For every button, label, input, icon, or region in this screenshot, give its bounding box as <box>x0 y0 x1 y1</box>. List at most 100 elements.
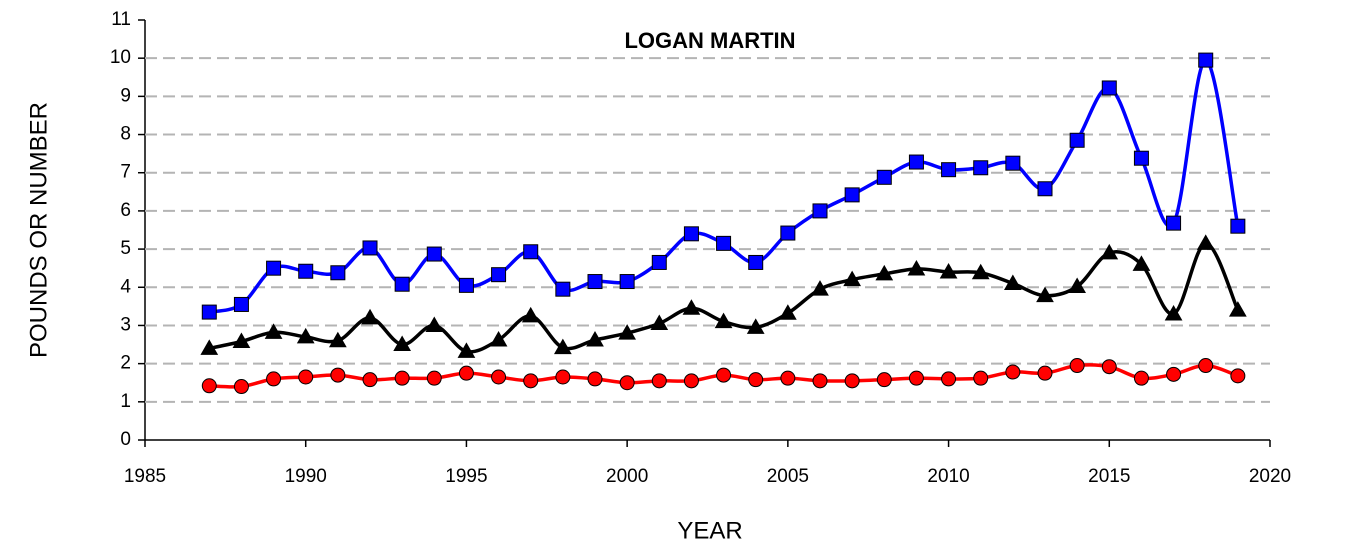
marker <box>651 254 667 270</box>
x-tick-label: 2000 <box>606 466 648 487</box>
marker <box>939 262 958 279</box>
marker <box>555 369 571 385</box>
x-tick-label: 2010 <box>927 466 969 487</box>
marker <box>266 260 282 276</box>
marker <box>1068 277 1087 294</box>
marker <box>1164 304 1183 321</box>
marker <box>1037 181 1053 197</box>
marker <box>875 264 894 281</box>
y-tick-label: 6 <box>120 200 131 221</box>
marker <box>426 246 442 262</box>
marker <box>876 169 892 185</box>
marker <box>619 375 635 391</box>
marker <box>1230 218 1246 234</box>
marker <box>555 281 571 297</box>
marker <box>201 378 217 394</box>
marker <box>716 235 732 251</box>
marker <box>489 330 508 347</box>
marker <box>746 318 765 334</box>
marker <box>941 371 957 387</box>
x-tick-label: 1995 <box>445 466 487 487</box>
marker <box>1101 80 1117 96</box>
x-tick-label: 2020 <box>1249 466 1291 487</box>
y-tick-label: 5 <box>120 238 131 259</box>
marker <box>1228 301 1247 317</box>
marker <box>587 274 603 290</box>
marker <box>521 306 540 323</box>
marker <box>876 372 892 388</box>
marker <box>233 379 249 395</box>
marker <box>907 259 926 276</box>
marker <box>491 369 507 385</box>
y-tick-label: 7 <box>120 162 131 183</box>
marker <box>458 365 474 381</box>
marker <box>971 263 990 280</box>
marker <box>264 323 283 339</box>
marker <box>748 254 764 270</box>
marker <box>1198 52 1214 68</box>
marker <box>682 299 701 315</box>
marker <box>1166 366 1182 382</box>
marker <box>973 370 989 386</box>
marker <box>1230 368 1246 384</box>
x-tick-label: 2015 <box>1088 466 1130 487</box>
marker <box>1101 359 1117 375</box>
marker <box>651 373 667 389</box>
marker <box>1069 132 1085 148</box>
marker <box>457 342 476 358</box>
marker <box>201 304 217 320</box>
marker <box>232 332 251 348</box>
marker <box>1133 370 1149 386</box>
marker <box>1198 358 1214 374</box>
marker <box>941 162 957 178</box>
y-tick-label: 3 <box>120 314 131 335</box>
marker <box>1133 150 1149 166</box>
marker <box>683 226 699 242</box>
marker <box>394 276 410 292</box>
y-axis-title: POUNDS OR NUMBER <box>25 102 52 358</box>
marker <box>1100 243 1119 260</box>
marker <box>618 324 637 340</box>
marker <box>200 339 219 355</box>
marker <box>619 274 635 290</box>
y-tick-label: 1 <box>120 391 131 412</box>
marker <box>683 373 699 389</box>
marker <box>780 225 796 241</box>
x-tick-label: 1990 <box>285 466 327 487</box>
marker <box>330 367 346 383</box>
marker <box>812 373 828 389</box>
marker <box>458 277 474 293</box>
marker <box>298 369 314 385</box>
marker <box>425 316 444 332</box>
marker <box>298 263 314 279</box>
marker <box>780 370 796 386</box>
y-tick-label: 2 <box>120 353 131 374</box>
marker <box>714 312 733 329</box>
marker <box>908 370 924 386</box>
marker <box>426 370 442 386</box>
y-tick-label: 4 <box>120 276 131 297</box>
marker <box>1166 215 1182 231</box>
series-line <box>208 58 1240 314</box>
y-tick-label: 11 <box>111 9 131 30</box>
marker <box>233 296 249 312</box>
y-tick-label: 10 <box>110 47 131 68</box>
marker <box>1036 286 1054 303</box>
marker <box>266 371 282 387</box>
marker <box>586 330 604 347</box>
marker <box>296 327 315 344</box>
y-tick-label: 9 <box>120 85 131 106</box>
marker <box>523 244 539 260</box>
marker <box>394 370 410 386</box>
marker <box>973 160 989 176</box>
marker <box>1005 155 1021 171</box>
chart-title: LOGAN MARTIN <box>624 28 795 53</box>
marker <box>1003 274 1022 290</box>
marker <box>1037 365 1053 381</box>
marker <box>362 240 378 256</box>
marker <box>587 371 603 387</box>
marker <box>811 280 829 296</box>
marker <box>778 304 797 320</box>
marker <box>523 373 539 389</box>
